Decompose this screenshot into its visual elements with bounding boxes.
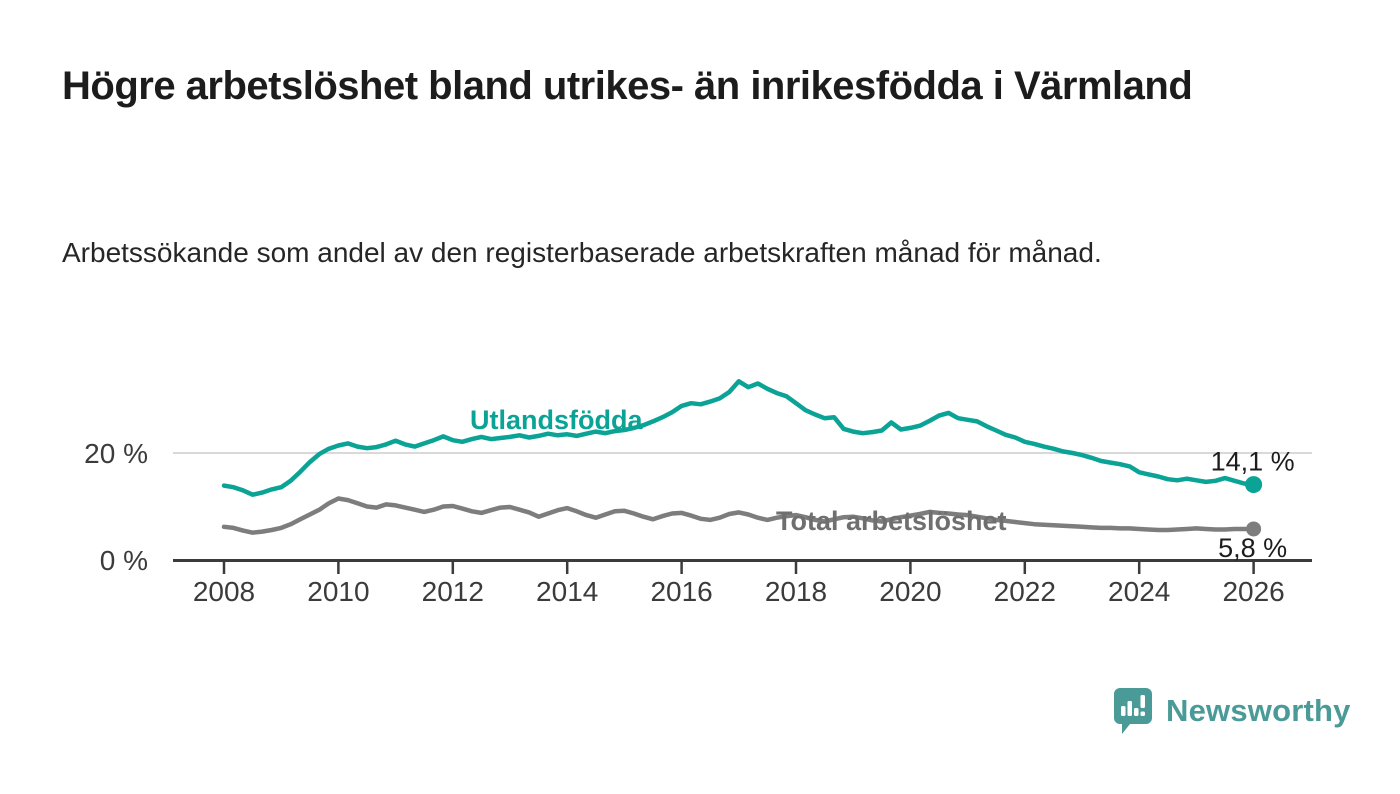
x-axis-tick-label: 2016 bbox=[650, 576, 712, 607]
page-title: Högre arbetslöshet bland utrikes- än inr… bbox=[62, 64, 1193, 108]
chart-subtitle: Arbetssökande som andel av den registerb… bbox=[62, 237, 1102, 268]
x-axis-tick-label: 2022 bbox=[994, 576, 1056, 607]
x-axis-tick-label: 2020 bbox=[879, 576, 941, 607]
series-inline-label: Utlandsfödda bbox=[470, 405, 643, 435]
x-axis-tick-label: 2014 bbox=[536, 576, 598, 607]
x-axis-tick-label: 2012 bbox=[422, 576, 484, 607]
series-line-utlandsfodda bbox=[221, 379, 1256, 497]
series-line-total bbox=[221, 496, 1256, 535]
newsworthy-brand-text: Newsworthy bbox=[1166, 693, 1351, 728]
x-axis-tick-label: 2024 bbox=[1108, 576, 1170, 607]
y-axis-tick-label: 0 % bbox=[100, 545, 148, 576]
x-axis-tick-label: 2026 bbox=[1222, 576, 1284, 607]
series-inline-label: Total arbetslöshet bbox=[776, 506, 1007, 536]
series-end-value-label: 14,1 % bbox=[1211, 447, 1295, 477]
series-end-dot bbox=[1245, 476, 1263, 494]
newsworthy-logo-icon bbox=[1114, 688, 1152, 734]
series-end-dot bbox=[1246, 521, 1262, 537]
newsworthy-logo: Newsworthy bbox=[1113, 687, 1351, 735]
y-axis-tick-label: 20 % bbox=[84, 438, 148, 469]
series-end-value-label: 5,8 % bbox=[1218, 533, 1287, 563]
x-axis-tick-label: 2010 bbox=[307, 576, 369, 607]
x-axis-tick-label: 2018 bbox=[765, 576, 827, 607]
x-axis-tick-label: 2008 bbox=[193, 576, 255, 607]
